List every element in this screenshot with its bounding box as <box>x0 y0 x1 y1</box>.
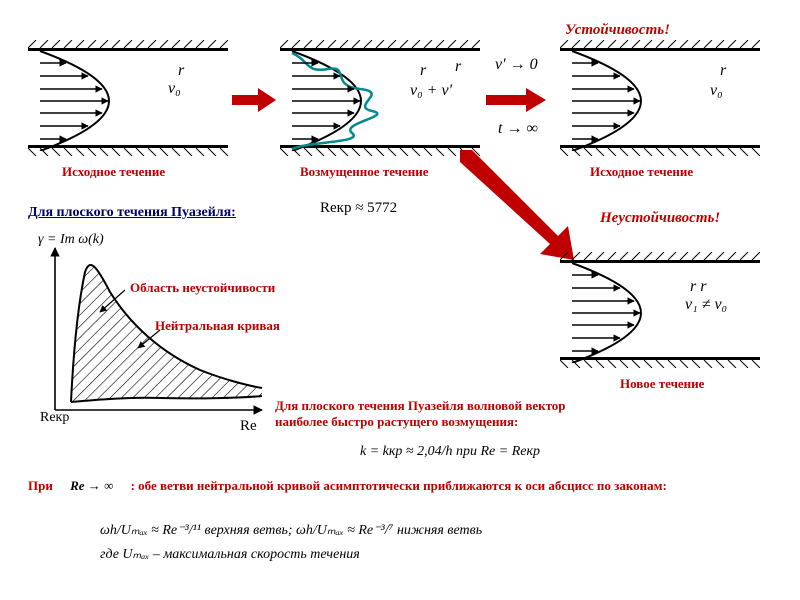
panel4-field-label: v₁ ≠ v₀ <box>685 296 727 314</box>
flow-panel-new <box>560 260 760 360</box>
at-reinf-line: При Re → ∞ : обе ветви нейтральной криво… <box>28 478 778 494</box>
neutral-curve-label: Нейтральная кривая <box>155 318 280 334</box>
t-tends-inf: t → ∞ <box>498 120 538 138</box>
arrow-p2-p4-icon <box>460 150 580 260</box>
panel1-field-label: v₀ <box>168 80 181 98</box>
neutral-curve-chart <box>30 240 270 430</box>
umax-note: где Uₘₐₓ – максимальная скорость течения <box>100 546 360 563</box>
panel3-field-label: v₀ <box>710 82 723 100</box>
panel3-caption: Исходное течение <box>590 164 693 180</box>
wavevector-text: Для плоского течения Пуазейля волновой в… <box>275 398 595 431</box>
panel2-caption: Возмущенное течение <box>300 164 429 180</box>
panel2-vector-r2: r <box>455 58 461 76</box>
flow-panel-initial-1 <box>28 48 228 148</box>
panel4-caption: Новое течение <box>620 376 704 392</box>
velocity-profile-icon <box>560 51 760 151</box>
vprime-tends-zero: v′ → 0 <box>495 56 538 74</box>
hatch-icon <box>28 40 228 48</box>
velocity-profile-icon <box>560 263 760 363</box>
hatch-icon <box>560 40 760 48</box>
panel1-caption: Исходное течение <box>62 164 165 180</box>
at-reinf-prefix: При <box>28 478 53 493</box>
at-reinf-text: : обе ветви нейтральной кривой асимптоти… <box>131 478 667 493</box>
re-axis-label: Re <box>240 418 257 435</box>
panel4-vector-r: r r <box>690 278 706 296</box>
re-cr-axis-label: Reкр <box>40 410 69 426</box>
instability-region-label: Область неустойчивости <box>130 280 275 296</box>
instability-label: Неустойчивость! <box>600 210 720 227</box>
branch-asymptotics: ωh/Uₘₐₓ ≈ Re⁻³/¹¹ верхняя ветвь; ωh/Uₘₐₓ… <box>100 522 482 539</box>
velocity-profile-perturbed-icon <box>280 51 480 151</box>
arrow-p2-p3-icon <box>486 88 546 112</box>
poiseuille-title: Для плоского течения Пуазейля: <box>28 205 236 221</box>
gamma-axis-label: γ = Im ω(k) <box>38 232 104 248</box>
hatch-icon <box>560 252 760 260</box>
velocity-profile-icon <box>28 51 228 151</box>
stability-label: Устойчивость! <box>565 22 670 39</box>
re-critical: Reкр ≈ 5772 <box>320 200 397 217</box>
at-reinf-cond: Re → ∞ <box>56 478 127 493</box>
panel1-vector-r: r <box>178 62 184 80</box>
arrow-p1-p2-icon <box>232 88 276 112</box>
flow-panel-initial-2 <box>560 48 760 148</box>
k-critical-formula: k = kкр ≈ 2,04/h при Re = Reкр <box>360 444 540 460</box>
panel2-vector-r: r <box>420 62 426 80</box>
panel3-vector-r: r <box>720 62 726 80</box>
panel2-field-label: v₀ + v′ <box>410 82 452 100</box>
hatch-icon <box>280 40 480 48</box>
